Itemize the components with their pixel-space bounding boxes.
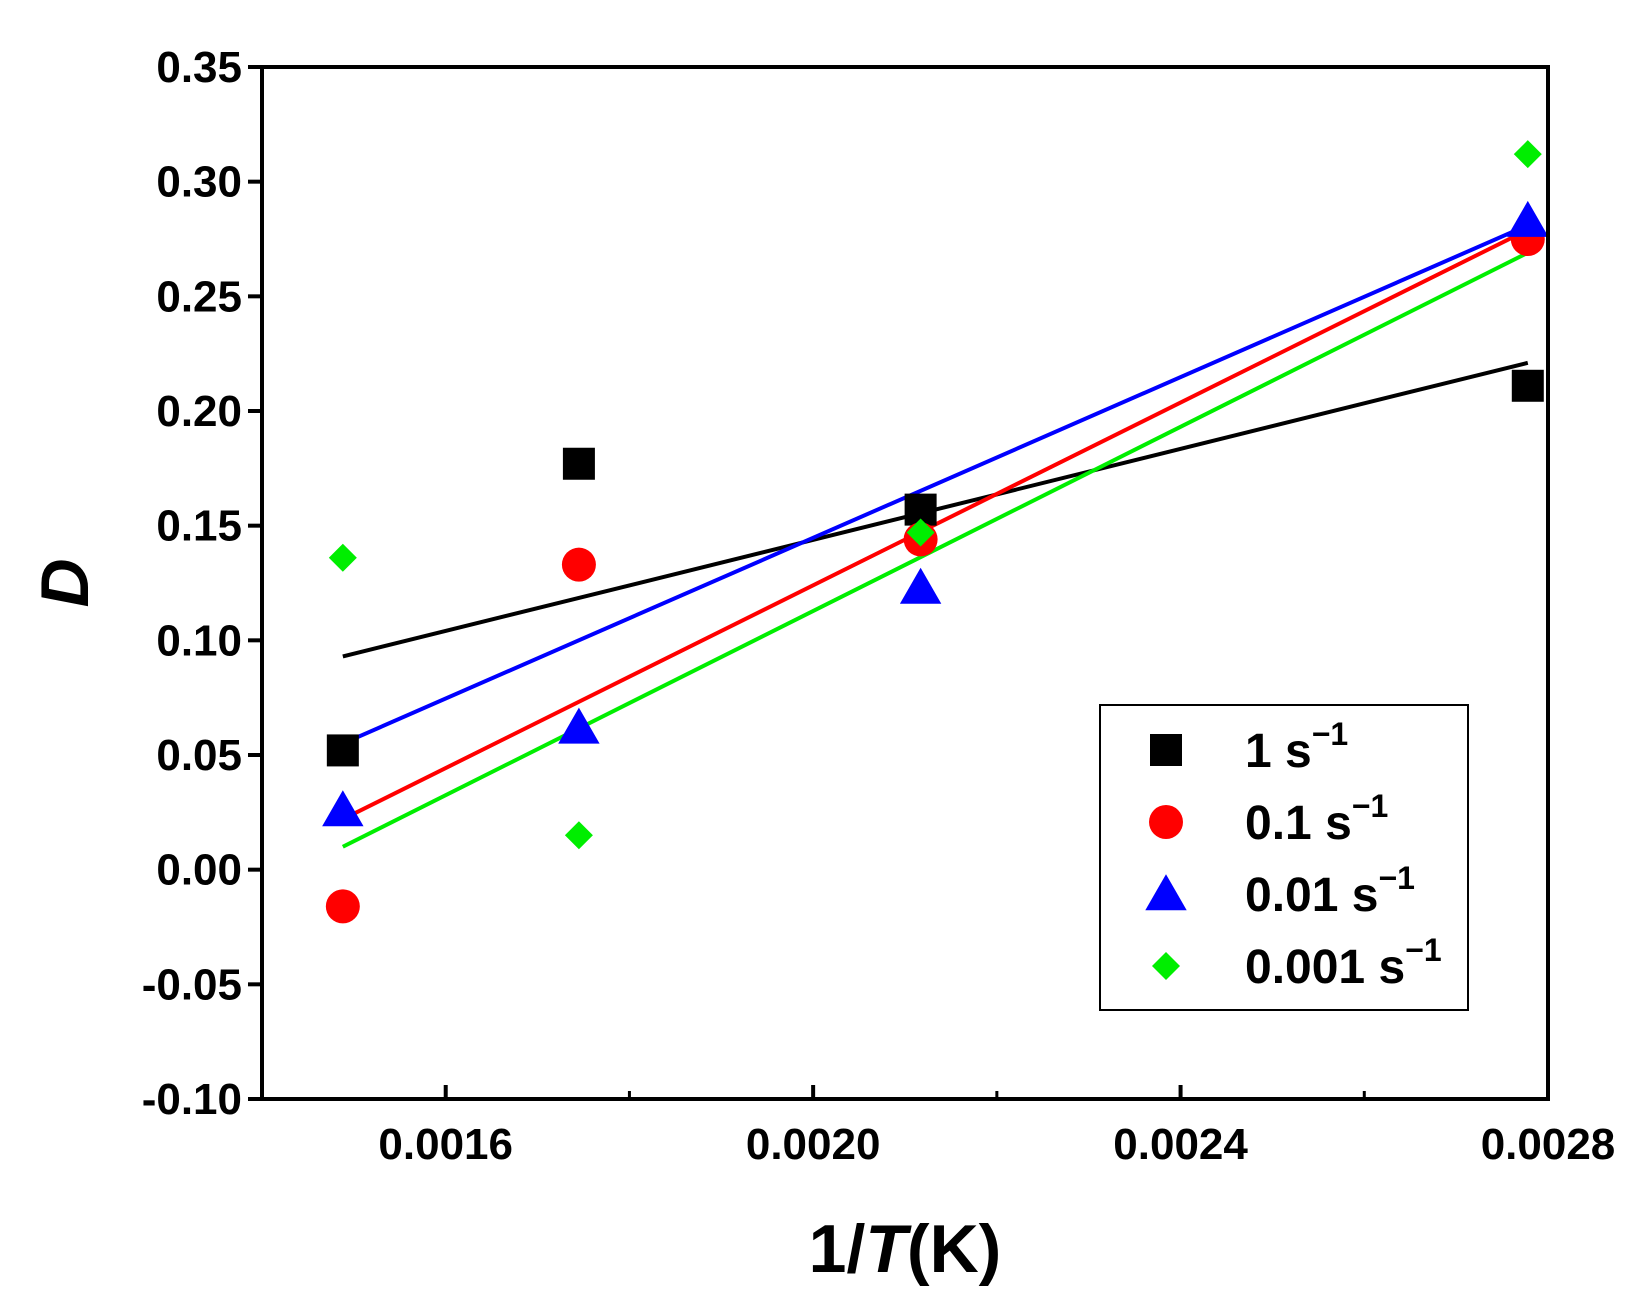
- circle-marker: [325, 889, 360, 924]
- square-marker: [326, 734, 359, 767]
- square-marker: [562, 447, 595, 480]
- triangle-marker: [899, 567, 942, 604]
- x-tick-label: 0.0020: [746, 1120, 881, 1169]
- y-tick-label: 0.15: [156, 502, 242, 551]
- y-tick-label: 0.25: [156, 272, 242, 321]
- circle-marker: [561, 547, 596, 582]
- fit-line: [341, 250, 1529, 849]
- diamond-marker: [564, 821, 593, 850]
- x-tick-label: 0.0028: [1481, 1120, 1616, 1169]
- y-tick-label: -0.05: [142, 960, 242, 1009]
- legend-label: 0.001 s−1: [1245, 932, 1442, 994]
- diamond-marker: [1513, 140, 1542, 169]
- x-axis-label-variable: T: [865, 1211, 912, 1287]
- legend: 1 s−1 0.1 s−1 0.01 s−1 0.001 s−1: [1099, 704, 1469, 1011]
- square-marker: [1511, 369, 1544, 402]
- triangle-marker: [322, 790, 364, 827]
- legend-label: 0.1 s−1: [1245, 788, 1388, 850]
- triangle-marker: [558, 707, 600, 744]
- x-tick-label: 0.0016: [378, 1120, 513, 1169]
- y-tick-label: 0.00: [156, 846, 242, 895]
- legend-label: 1 s−1: [1245, 716, 1348, 778]
- y-axis: -0.10 -0.05 0.00 0.05 0.10 0.15 0.20 0.25 0.30 0.…: [142, 43, 262, 1124]
- circle-marker: [1149, 805, 1183, 839]
- y-tick-label: 0.10: [156, 616, 242, 665]
- diamond-marker: [328, 543, 357, 572]
- y-axis-label: D: [27, 558, 103, 607]
- x-axis-label-prefix: 1/: [809, 1211, 866, 1287]
- diamond-marker: [906, 518, 935, 547]
- x-tick-label: 0.0024: [1113, 1120, 1248, 1169]
- data-points: [322, 140, 1549, 924]
- triangle-marker: [1145, 874, 1187, 911]
- x-axis-label: 1/T(K): [809, 1211, 1002, 1287]
- x-axis: 0.0016 0.0020 0.0024 0.0028: [378, 1085, 1615, 1169]
- y-tick-label: 0.30: [156, 158, 242, 207]
- triangle-marker: [1507, 200, 1549, 237]
- y-tick-label: 0.20: [156, 387, 242, 436]
- y-tick-label: -0.10: [142, 1075, 242, 1124]
- x-axis-label-unit: (K): [907, 1211, 1001, 1287]
- diamond-marker: [1152, 952, 1180, 980]
- legend-label: 0.01 s−1: [1245, 860, 1415, 922]
- plot-frame: [260, 65, 1550, 1101]
- square-marker: [1150, 734, 1182, 766]
- y-tick-label: 0.35: [156, 43, 242, 92]
- y-tick-label: 0.05: [156, 731, 242, 780]
- fit-line: [342, 223, 1529, 746]
